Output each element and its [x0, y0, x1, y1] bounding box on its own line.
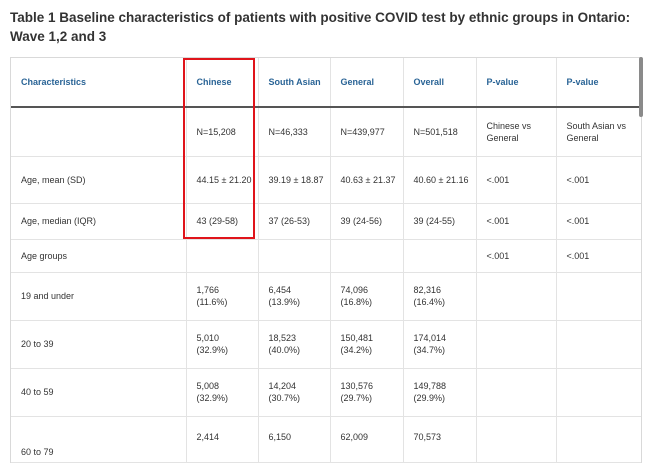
baseline-characteristics-table: Characteristics Chinese South Asian Gene… — [11, 58, 641, 463]
cell-overall: 149,788 (29.9%) — [403, 368, 477, 417]
cell-p-chinese — [476, 320, 557, 369]
cell-chinese: 5,008 (32.9%) — [186, 368, 259, 417]
table-row: 19 and under 1,766 (11.6%) 6,454 (13.9%)… — [11, 272, 641, 321]
cell-overall: 174,014 (34.7%) — [403, 320, 477, 369]
table-row: N=15,208 N=46,333 N=439,977 N=501,518 Ch… — [11, 107, 641, 157]
header-chinese: Chinese — [186, 58, 259, 108]
cell-general: 150,481 (34.2%) — [330, 320, 404, 369]
row-label: 40 to 59 — [11, 368, 187, 417]
cell-south-asian — [258, 239, 331, 273]
cell-chinese: 2,414 — [186, 416, 259, 463]
cell-general: 62,009 — [330, 416, 404, 463]
row-label: 60 to 79 — [11, 416, 187, 463]
cell-p-south-asian — [556, 320, 641, 369]
chinese-column-highlight-box — [183, 58, 255, 239]
cell-general: 130,576 (29.7%) — [330, 368, 404, 417]
header-overall: Overall — [403, 58, 477, 108]
cell-overall: 39 (24-55) — [403, 203, 477, 240]
table-row: Age groups <.001 <.001 — [11, 239, 641, 273]
cell-south-asian: 37 (26-53) — [258, 203, 331, 240]
cell-p-chinese — [476, 272, 557, 321]
cell-general — [330, 239, 404, 273]
cell-overall: N=501,518 — [403, 107, 477, 157]
cell-south-asian: N=46,333 — [258, 107, 331, 157]
row-label: 20 to 39 — [11, 320, 187, 369]
cell-chinese: N=15,208 — [186, 107, 259, 157]
header-p-value-chinese: P-value — [476, 58, 557, 108]
cell-overall — [403, 239, 477, 273]
row-label: 19 and under — [11, 272, 187, 321]
cell-overall: 82,316 (16.4%) — [403, 272, 477, 321]
cell-general: N=439,977 — [330, 107, 404, 157]
row-label: Age, mean (SD) — [11, 156, 187, 204]
header-characteristics: Characteristics — [11, 58, 187, 108]
cell-chinese: 44.15 ± 21.20 — [186, 156, 259, 204]
cell-p-chinese — [476, 368, 557, 417]
cell-overall: 70,573 — [403, 416, 477, 463]
cell-p-chinese: <.001 — [476, 203, 557, 240]
cell-p-chinese — [476, 416, 557, 463]
cell-general: 74,096 (16.8%) — [330, 272, 404, 321]
table-row: Age, mean (SD) 44.15 ± 21.20 39.19 ± 18.… — [11, 156, 641, 204]
table-row: 20 to 39 5,010 (32.9%) 18,523 (40.0%) 15… — [11, 320, 641, 369]
table-container: Characteristics Chinese South Asian Gene… — [10, 57, 642, 463]
header-south-asian: South Asian — [258, 58, 331, 108]
header-p-value-south-asian: P-value — [556, 58, 641, 108]
row-label — [11, 107, 187, 157]
cell-south-asian: 18,523 (40.0%) — [258, 320, 331, 369]
cell-general: 40.63 ± 21.37 — [330, 156, 404, 204]
cell-south-asian: 6,150 — [258, 416, 331, 463]
cell-south-asian: 39.19 ± 18.87 — [258, 156, 331, 204]
cell-south-asian: 14,204 (30.7%) — [258, 368, 331, 417]
cell-p-south-asian: <.001 — [556, 203, 641, 240]
cell-chinese — [186, 239, 259, 273]
cell-p-chinese: <.001 — [476, 156, 557, 204]
cell-p-chinese: Chinese vs General — [476, 107, 557, 157]
header-row: Characteristics Chinese South Asian Gene… — [11, 58, 641, 108]
cell-p-chinese: <.001 — [476, 239, 557, 273]
row-label: Age groups — [11, 239, 187, 273]
cell-p-south-asian — [556, 368, 641, 417]
cell-p-south-asian: <.001 — [556, 156, 641, 204]
cell-p-south-asian: <.001 — [556, 239, 641, 273]
cell-chinese: 1,766 (11.6%) — [186, 272, 259, 321]
cell-general: 39 (24-56) — [330, 203, 404, 240]
vertical-scrollbar[interactable] — [639, 57, 643, 117]
cell-overall: 40.60 ± 21.16 — [403, 156, 477, 204]
cell-p-south-asian: South Asian vs General — [556, 107, 641, 157]
table-row: 60 to 79 2,414 6,150 62,009 70,573 — [11, 416, 641, 463]
cell-p-south-asian — [556, 272, 641, 321]
table-row: Age, median (IQR) 43 (29-58) 37 (26-53) … — [11, 203, 641, 240]
table-caption: Table 1 Baseline characteristics of pati… — [10, 10, 631, 44]
cell-chinese: 5,010 (32.9%) — [186, 320, 259, 369]
header-general: General — [330, 58, 404, 108]
table-row: 40 to 59 5,008 (32.9%) 14,204 (30.7%) 13… — [11, 368, 641, 417]
cell-p-south-asian — [556, 416, 641, 463]
cell-south-asian: 6,454 (13.9%) — [258, 272, 331, 321]
row-label: Age, median (IQR) — [11, 203, 187, 240]
